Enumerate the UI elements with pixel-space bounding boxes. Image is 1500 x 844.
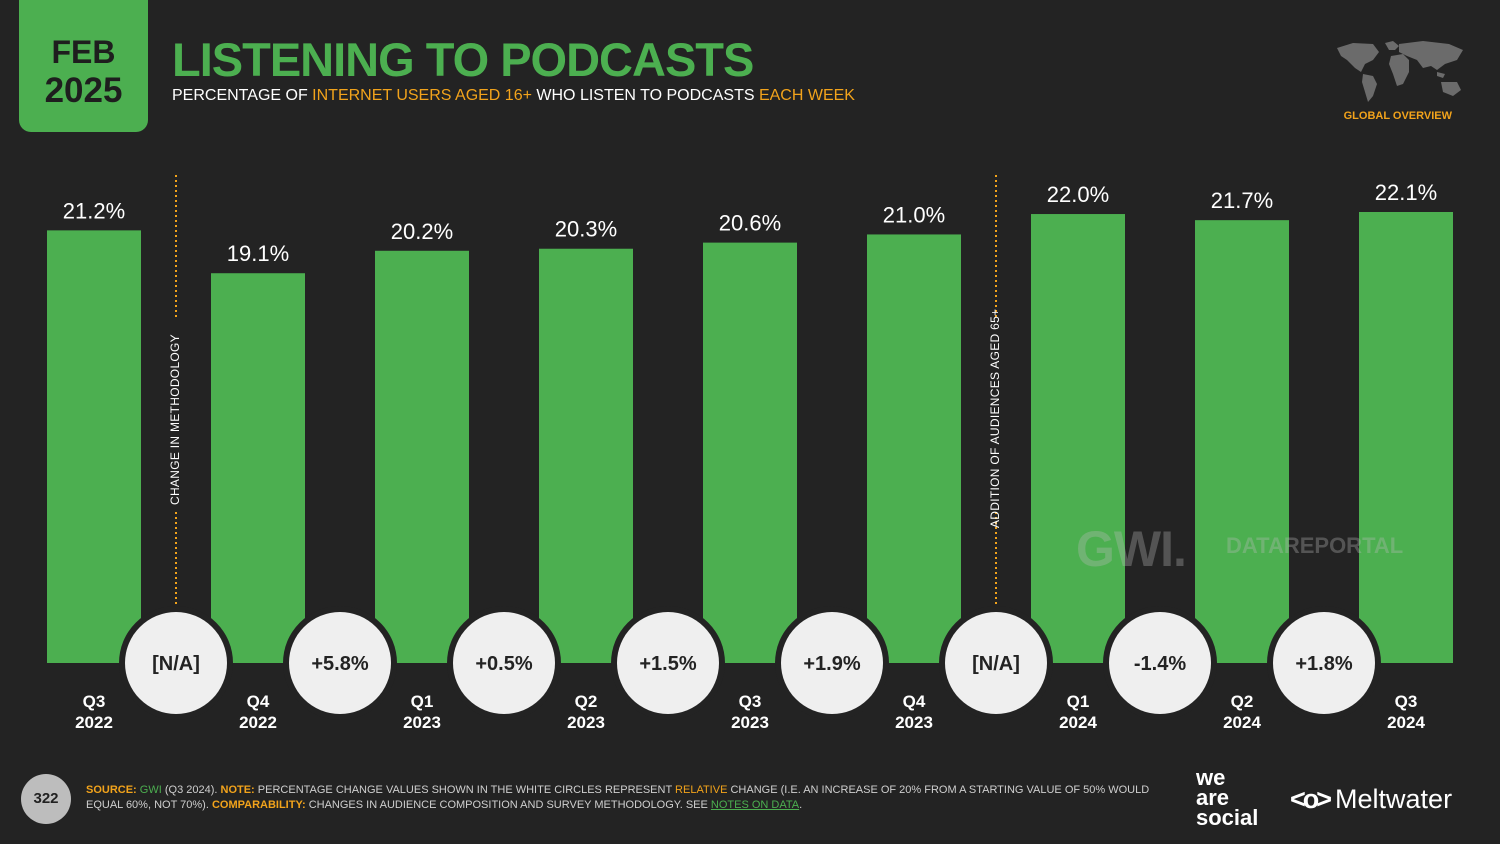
note-text: PERCENTAGE CHANGE VALUES SHOWN IN THE WH… <box>254 784 676 796</box>
date-month: FEB <box>51 34 116 70</box>
notes-on-data-link[interactable]: NOTES ON DATA <box>710 799 800 811</box>
bar <box>1359 212 1453 663</box>
note-text-2: CHANGE (I.E. AN INCREASE OF 20% FROM A S… <box>86 784 1150 811</box>
bar <box>867 234 961 663</box>
subtitle-highlight-1: INTERNET USERS AGED 16+ <box>312 87 532 104</box>
source-rest: (Q3 2024). <box>161 784 221 796</box>
change-circle <box>125 612 227 714</box>
bar-value-label: 21.7% <box>1211 188 1273 213</box>
category-label-quarter: Q3 <box>1395 692 1418 711</box>
date-year: 2025 <box>44 71 123 110</box>
bar <box>375 250 469 664</box>
logo-was-line-1: we <box>1196 765 1226 790</box>
category-label-year: 2024 <box>1223 713 1261 732</box>
category-label-year: 2024 <box>1387 713 1425 732</box>
meltwater-logo: <o> Meltwater <box>1290 784 1452 815</box>
note-relative: RELATIVE <box>675 784 728 796</box>
category-label-year: 2023 <box>895 713 933 732</box>
logo-was-line-3: social <box>1196 805 1259 830</box>
change-value-label: -1.4% <box>1134 653 1186 675</box>
category-label-quarter: Q4 <box>903 692 926 711</box>
bar <box>539 248 633 663</box>
category-label-year: 2024 <box>1059 713 1097 732</box>
change-value-label: +1.8% <box>1295 653 1352 675</box>
category-label-quarter: Q3 <box>83 692 106 711</box>
comparability-label: COMPARABILITY: <box>211 799 306 811</box>
change-circle <box>945 612 1047 714</box>
change-circle <box>1273 612 1375 714</box>
category-label-year: 2023 <box>731 713 769 732</box>
datareportal-watermark: DATAREPORTAL <box>1226 533 1404 558</box>
date-badge: FEB 2025 <box>19 0 148 132</box>
bar-value-label: 21.0% <box>883 202 945 227</box>
category-label-quarter: Q2 <box>1231 692 1254 711</box>
change-value-label: [N/A] <box>152 653 200 675</box>
audiences-addition-label: ADDITION OF AUDIENCES AGED 65+ <box>988 308 1002 528</box>
comparability-text: CHANGES IN AUDIENCE COMPOSITION AND SURV… <box>305 799 711 811</box>
change-circle <box>617 612 719 714</box>
gwi-watermark: GWI. <box>1076 521 1187 577</box>
subtitle-highlight-2: EACH WEEK <box>758 87 855 104</box>
change-value-label: +1.5% <box>639 653 696 675</box>
source-gwi: GWI <box>139 784 162 796</box>
source-label: SOURCE: <box>86 784 137 796</box>
category-label-year: 2022 <box>75 713 113 732</box>
change-value-label: [N/A] <box>972 653 1020 675</box>
bar-value-label: 22.0% <box>1047 182 1109 207</box>
change-value-label: +5.8% <box>311 653 368 675</box>
category-label-year: 2023 <box>567 713 605 732</box>
bar <box>1031 214 1125 664</box>
subtitle-part-1: PERCENTAGE OF <box>172 87 313 104</box>
world-map-icon <box>1337 41 1463 102</box>
footer-end: . <box>799 799 803 811</box>
bar-value-label: 20.2% <box>391 219 453 244</box>
change-circle <box>781 612 883 714</box>
change-value-label: +0.5% <box>475 653 532 675</box>
bar-value-label: 21.2% <box>63 198 125 223</box>
page-number: 322 <box>21 774 71 824</box>
page-title: LISTENING TO PODCASTS <box>172 33 754 86</box>
meltwater-symbol-icon: <o> <box>1290 784 1332 814</box>
category-label-quarter: Q3 <box>739 692 762 711</box>
category-label-year: 2022 <box>239 713 277 732</box>
category-label-quarter: Q1 <box>411 692 434 711</box>
meltwater-wordmark: Meltwater <box>1335 784 1453 814</box>
bar <box>1195 220 1289 663</box>
category-label-quarter: Q2 <box>575 692 598 711</box>
change-circle <box>453 612 555 714</box>
we-are-social-logo: we are social <box>1196 765 1259 830</box>
change-value-label: +1.9% <box>803 653 860 675</box>
global-overview-label: GLOBAL OVERVIEW <box>1343 110 1452 122</box>
page-subtitle: PERCENTAGE OF INTERNET USERS AGED 16+ WH… <box>172 87 855 105</box>
note-label: NOTE: <box>220 784 255 796</box>
category-label-year: 2023 <box>403 713 441 732</box>
bar <box>47 230 141 663</box>
methodology-change-label: CHANGE IN METHODOLOGY <box>168 334 182 505</box>
bar <box>211 273 305 663</box>
bar-value-label: 20.3% <box>555 217 617 242</box>
bar-value-label: 22.1% <box>1375 180 1437 205</box>
logo-was-line-2: are <box>1196 785 1230 810</box>
category-label-quarter: Q4 <box>247 692 270 711</box>
footer-notes: SOURCE: GWI (Q3 2024). NOTE: PERCENTAGE … <box>86 783 1156 813</box>
category-label-quarter: Q1 <box>1067 692 1090 711</box>
bar-value-label: 20.6% <box>719 211 781 236</box>
change-circle <box>289 612 391 714</box>
subtitle-part-3: WHO LISTEN TO PODCASTS <box>531 87 759 104</box>
bar <box>703 242 797 664</box>
bar-value-label: 19.1% <box>227 241 289 266</box>
change-circle <box>1109 612 1211 714</box>
